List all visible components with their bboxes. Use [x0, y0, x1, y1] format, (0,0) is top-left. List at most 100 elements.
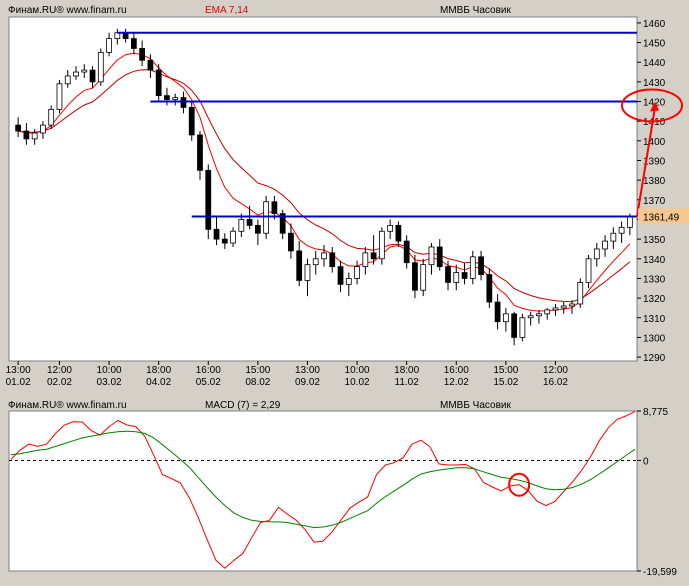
candle	[106, 32, 112, 57]
candle	[478, 250, 484, 281]
candle-body	[147, 59, 154, 71]
candle-body	[527, 315, 534, 319]
candle-body	[511, 313, 518, 338]
x-tick-time: 13:00	[6, 365, 31, 376]
candle	[370, 235, 377, 265]
candle	[312, 250, 319, 275]
candle	[428, 243, 435, 275]
x-tick-time: 10:00	[97, 365, 122, 376]
macd-header-instrument: ММВБ Часовик	[440, 400, 511, 411]
candle	[81, 64, 88, 78]
candle	[420, 258, 427, 297]
x-tick-time: 15:00	[245, 365, 270, 376]
y-tick-label: 1400	[643, 137, 666, 148]
x-tick-time: 10:00	[345, 365, 370, 376]
candle-body	[420, 264, 427, 291]
y-tick-label: 1320	[643, 294, 666, 305]
candle-body	[106, 38, 112, 53]
candle	[560, 302, 567, 314]
candle-body	[139, 48, 146, 61]
last-price-label: 1361,49	[643, 213, 680, 224]
candle-body	[403, 240, 410, 264]
candle-body	[395, 224, 402, 242]
candle	[445, 260, 451, 291]
x-tick-date: 05.02	[196, 377, 221, 388]
macd-lines	[10, 410, 636, 569]
x-tick-time: 12:00	[47, 365, 72, 376]
y-tick-label: 1310	[643, 314, 666, 325]
candle-body	[172, 97, 179, 100]
y-tick-label: 1340	[643, 255, 666, 266]
candle	[221, 233, 228, 249]
y-tick-label: 1440	[643, 58, 666, 69]
macd-annotations	[508, 472, 531, 497]
price-annotations	[621, 88, 683, 217]
y-tick-label: 1460	[643, 19, 666, 30]
candle-body	[205, 169, 212, 230]
candle-body	[288, 232, 294, 252]
candle	[494, 294, 501, 330]
candle-body	[130, 38, 137, 49]
candle-body	[626, 216, 633, 228]
candle	[89, 66, 96, 88]
candle	[345, 272, 352, 297]
candle	[40, 121, 46, 139]
candle	[469, 250, 476, 285]
candle	[577, 278, 584, 308]
macd-y-tick-label: 8,775	[643, 407, 668, 418]
x-tick-date: 10.02	[345, 377, 370, 388]
candle-body	[213, 228, 220, 240]
candle-body	[312, 258, 319, 266]
candle	[527, 311, 534, 326]
y-tick-label: 1410	[643, 117, 666, 128]
candle-body	[469, 256, 476, 279]
candle	[362, 246, 369, 275]
candle-body	[89, 69, 96, 83]
candle	[139, 40, 146, 67]
candle-body	[197, 134, 203, 171]
candle-body	[73, 71, 79, 77]
candle-body	[494, 301, 501, 323]
candle	[48, 105, 55, 130]
candle-body	[304, 264, 311, 281]
macd-y-tick-label: 0	[643, 456, 649, 467]
macd-line	[10, 410, 636, 569]
x-tick-date: 15.02	[493, 377, 518, 388]
candle-body	[618, 226, 625, 234]
target-arrow-shaft	[636, 107, 656, 217]
x-tick-date: 12.02	[444, 377, 469, 388]
candle	[378, 227, 385, 265]
candle-body	[478, 256, 484, 275]
candle	[329, 246, 336, 273]
x-tick-time: 18:00	[394, 365, 419, 376]
x-tick-time: 12:00	[543, 365, 568, 376]
candle	[387, 219, 394, 240]
target-arrow-head	[650, 101, 659, 112]
price-y-axis: 1460145014401430142014101400139013801370…	[637, 19, 666, 364]
candle-body	[461, 272, 468, 279]
candle	[337, 260, 344, 293]
candle-body	[519, 317, 526, 338]
candle	[56, 79, 63, 114]
candle-body	[238, 219, 245, 232]
candle	[602, 235, 608, 257]
candle-body	[230, 230, 236, 244]
candle	[288, 223, 294, 259]
candle	[354, 260, 360, 285]
candle	[610, 227, 617, 249]
candle-body	[188, 107, 195, 136]
candle-body	[155, 69, 162, 97]
candle-body	[560, 305, 567, 309]
x-tick-time: 16:00	[444, 365, 469, 376]
candle-body	[23, 130, 30, 140]
x-tick-date: 03.02	[97, 377, 122, 388]
candle-body	[337, 266, 344, 285]
candle	[97, 48, 104, 86]
candle-body	[610, 232, 617, 242]
candle-body	[544, 309, 551, 315]
candle	[304, 258, 311, 297]
candle-body	[552, 307, 559, 311]
macd-header-source: Финам.RU® www.finam.ru	[8, 400, 127, 411]
ema-14-line	[18, 69, 631, 303]
candle-body	[329, 252, 336, 268]
